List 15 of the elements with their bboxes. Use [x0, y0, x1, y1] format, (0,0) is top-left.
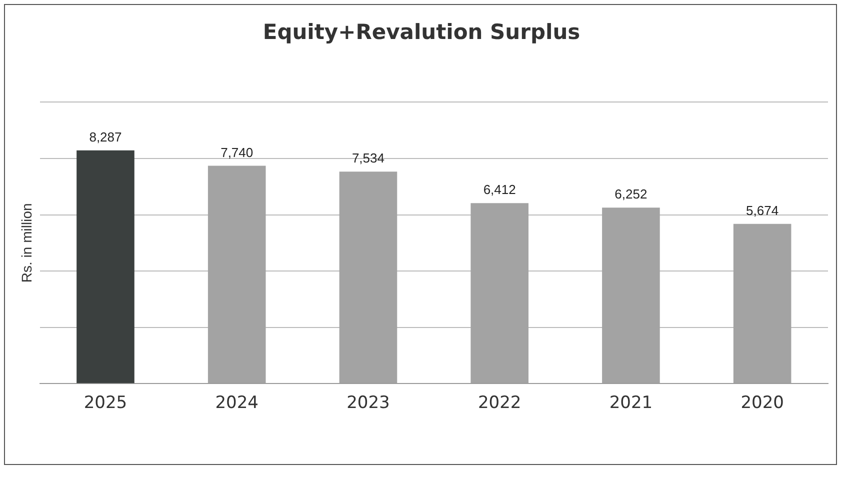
data-label: 7,740 — [220, 144, 254, 160]
bar — [76, 150, 134, 384]
x-tick-label: 2022 — [478, 393, 522, 414]
data-label: 5,674 — [746, 203, 779, 218]
x-tick-label: 2021 — [609, 393, 653, 414]
x-tick-label: 2023 — [346, 393, 390, 414]
x-tick-label: 2020 — [740, 393, 784, 414]
data-label: 8,287 — [89, 129, 122, 144]
data-label: 7,534 — [352, 150, 384, 166]
chart-title: Equity+Revalution Surplus — [262, 20, 580, 44]
data-label: 6,412 — [483, 182, 516, 198]
y-axis-title: Rs. in million — [18, 203, 34, 283]
x-tick-label: 2025 — [84, 393, 128, 414]
x-tick-label: 2024 — [215, 393, 258, 414]
data-label: 6,252 — [614, 186, 648, 202]
